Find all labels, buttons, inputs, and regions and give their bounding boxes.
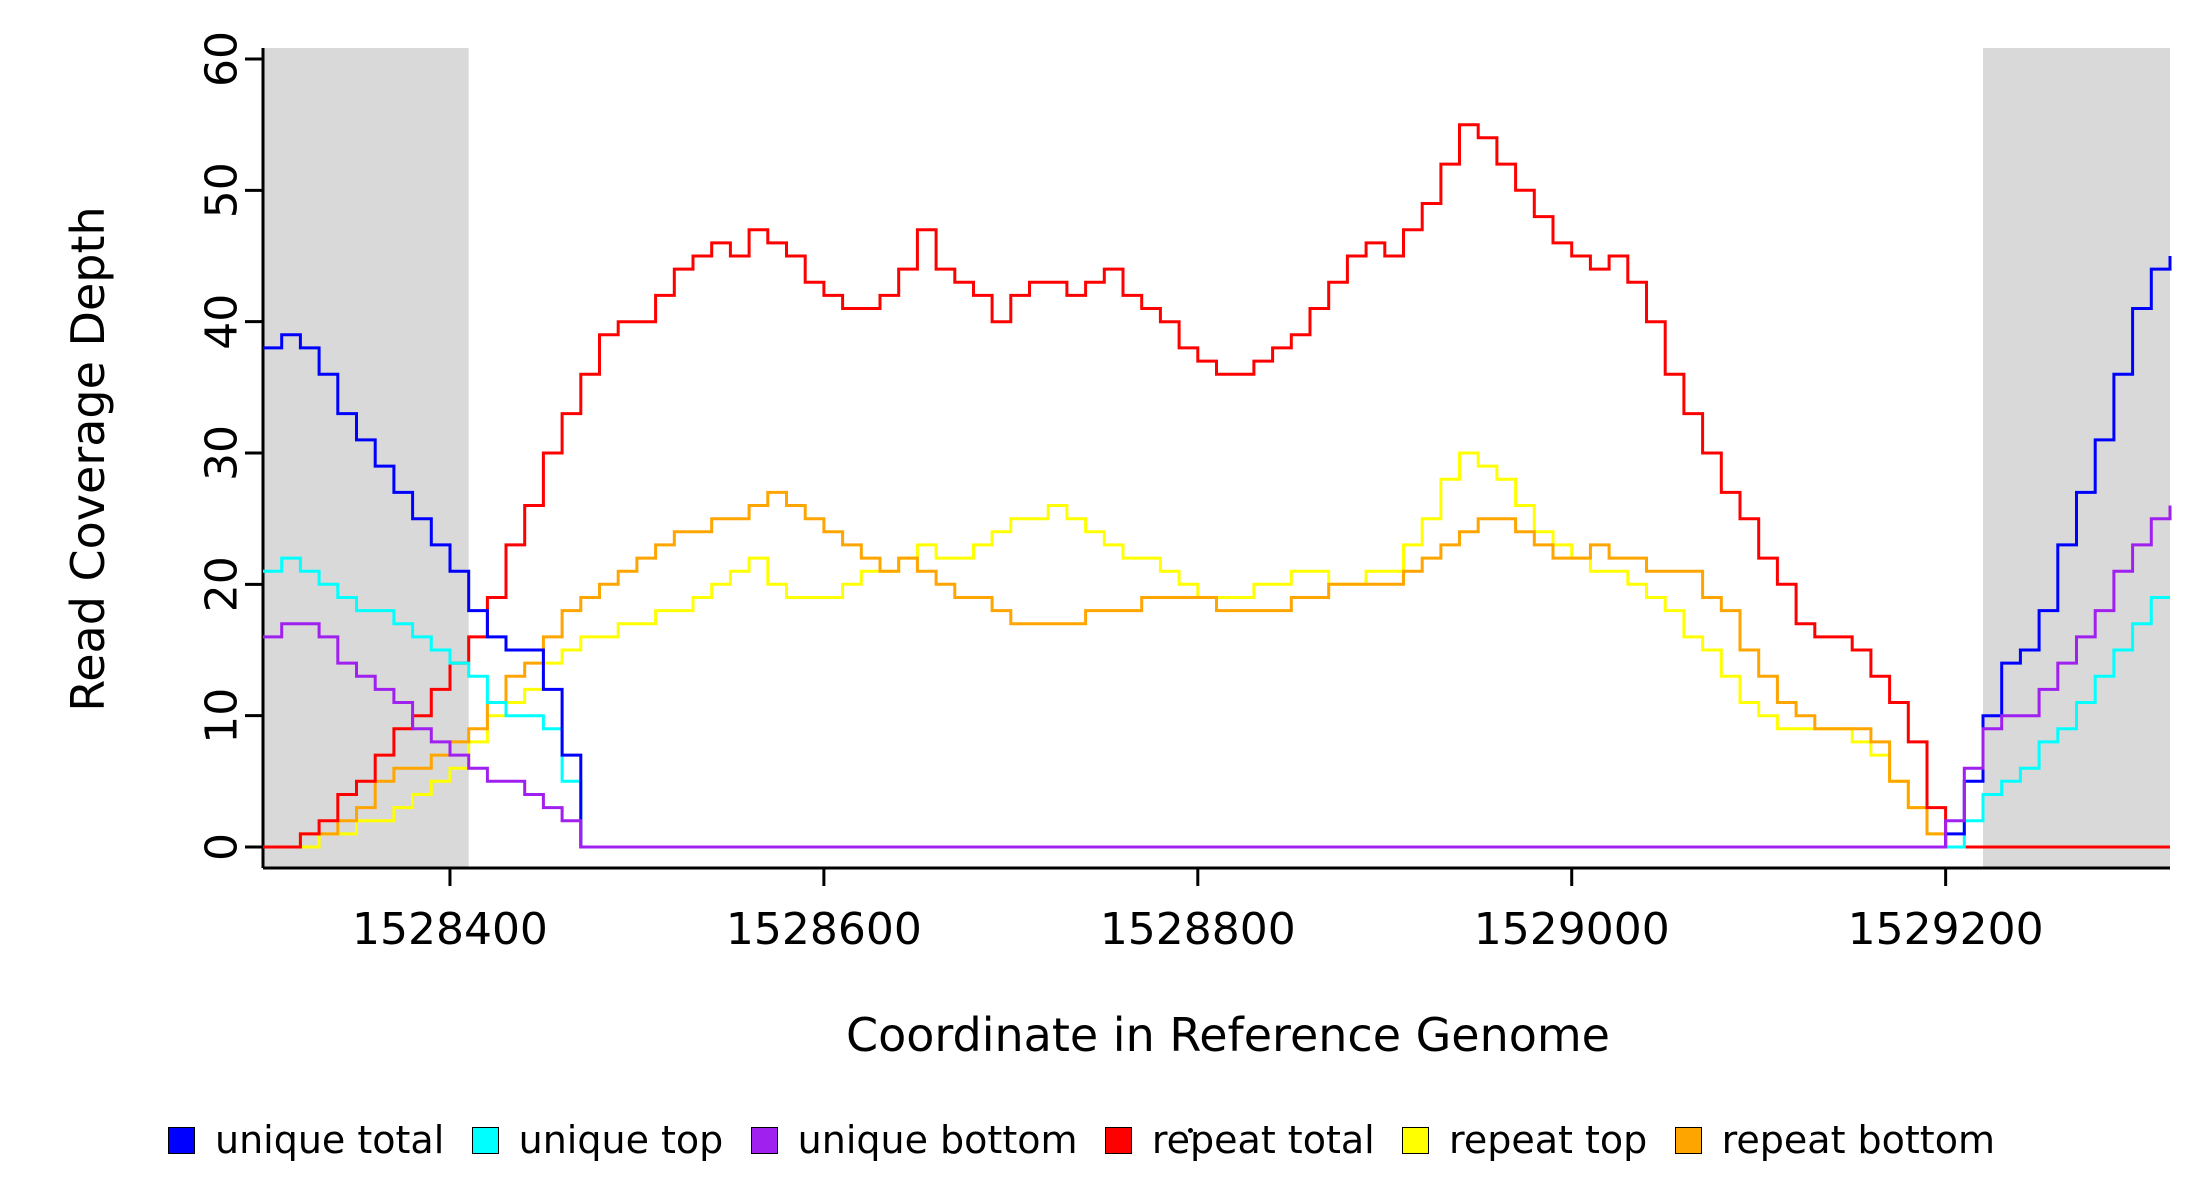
legend-label: repeat top — [1449, 1118, 1648, 1162]
x-tick-label: 1528400 — [352, 904, 548, 955]
series-line-unique-bottom — [263, 505, 2172, 849]
legend-swatch-repeat-total — [1104, 1126, 1132, 1154]
legend-label: repeat bottom — [1721, 1118, 1995, 1162]
legend-label: unique bottom — [797, 1118, 1078, 1162]
legend-label: repeat total — [1151, 1118, 1375, 1162]
shaded-region-1 — [1983, 48, 2170, 868]
coverage-chart-svg: 0 10 20 30 40 50 60 1528400 1528600 1528800 152900… — [196, 31, 2172, 955]
series-line-repeat-bottom — [263, 490, 2170, 849]
series-line-repeat-top — [263, 451, 2170, 849]
y-tick-label: 60 — [197, 31, 248, 87]
legend-item-repeat-total: repeat total — [1104, 1118, 1375, 1162]
y-tick-label: 20 — [197, 556, 248, 612]
legend-item-unique-top: unique top — [471, 1118, 724, 1162]
y-tick-label: 30 — [197, 425, 248, 481]
legend-swatch-repeat-top — [1402, 1126, 1430, 1154]
x-tick-label: 1529200 — [1848, 904, 2044, 955]
x-tick-label: 1529000 — [1474, 904, 1670, 955]
y-tick-label: 0 — [197, 833, 248, 861]
x-tick-label: 1528800 — [1100, 904, 1296, 955]
legend-item-repeat-top: repeat top — [1402, 1118, 1647, 1162]
legend: unique total unique top unique bottom repea… — [0, 1118, 2200, 1162]
legend-item-unique-total: unique total — [168, 1118, 444, 1162]
series-line-repeat-total — [263, 123, 2170, 849]
legend-label: unique total — [215, 1118, 445, 1162]
legend-item-repeat-bottom: repeat bottom — [1674, 1118, 1995, 1162]
series-line-unique-total — [263, 256, 2172, 849]
y-tick-label: 50 — [197, 162, 248, 218]
legend-swatch-repeat-bottom — [1674, 1126, 1702, 1154]
y-tick-label: 10 — [196, 688, 247, 744]
x-tick-label: 1528600 — [726, 904, 922, 955]
legend-item-unique-bottom: unique bottom — [750, 1118, 1078, 1162]
legend-swatch-unique-total — [168, 1126, 195, 1154]
x-axis-label: Coordinate in Reference Genome — [846, 1008, 1610, 1062]
stray-dot — [1188, 1128, 1193, 1133]
legend-swatch-unique-bottom — [750, 1126, 778, 1154]
y-tick-label: 40 — [196, 294, 247, 350]
legend-label: unique top — [518, 1118, 724, 1162]
legend-swatch-unique-top — [471, 1126, 499, 1154]
y-axis-label: Read Coverage Depth — [61, 206, 115, 712]
shaded-region-0 — [263, 48, 469, 868]
